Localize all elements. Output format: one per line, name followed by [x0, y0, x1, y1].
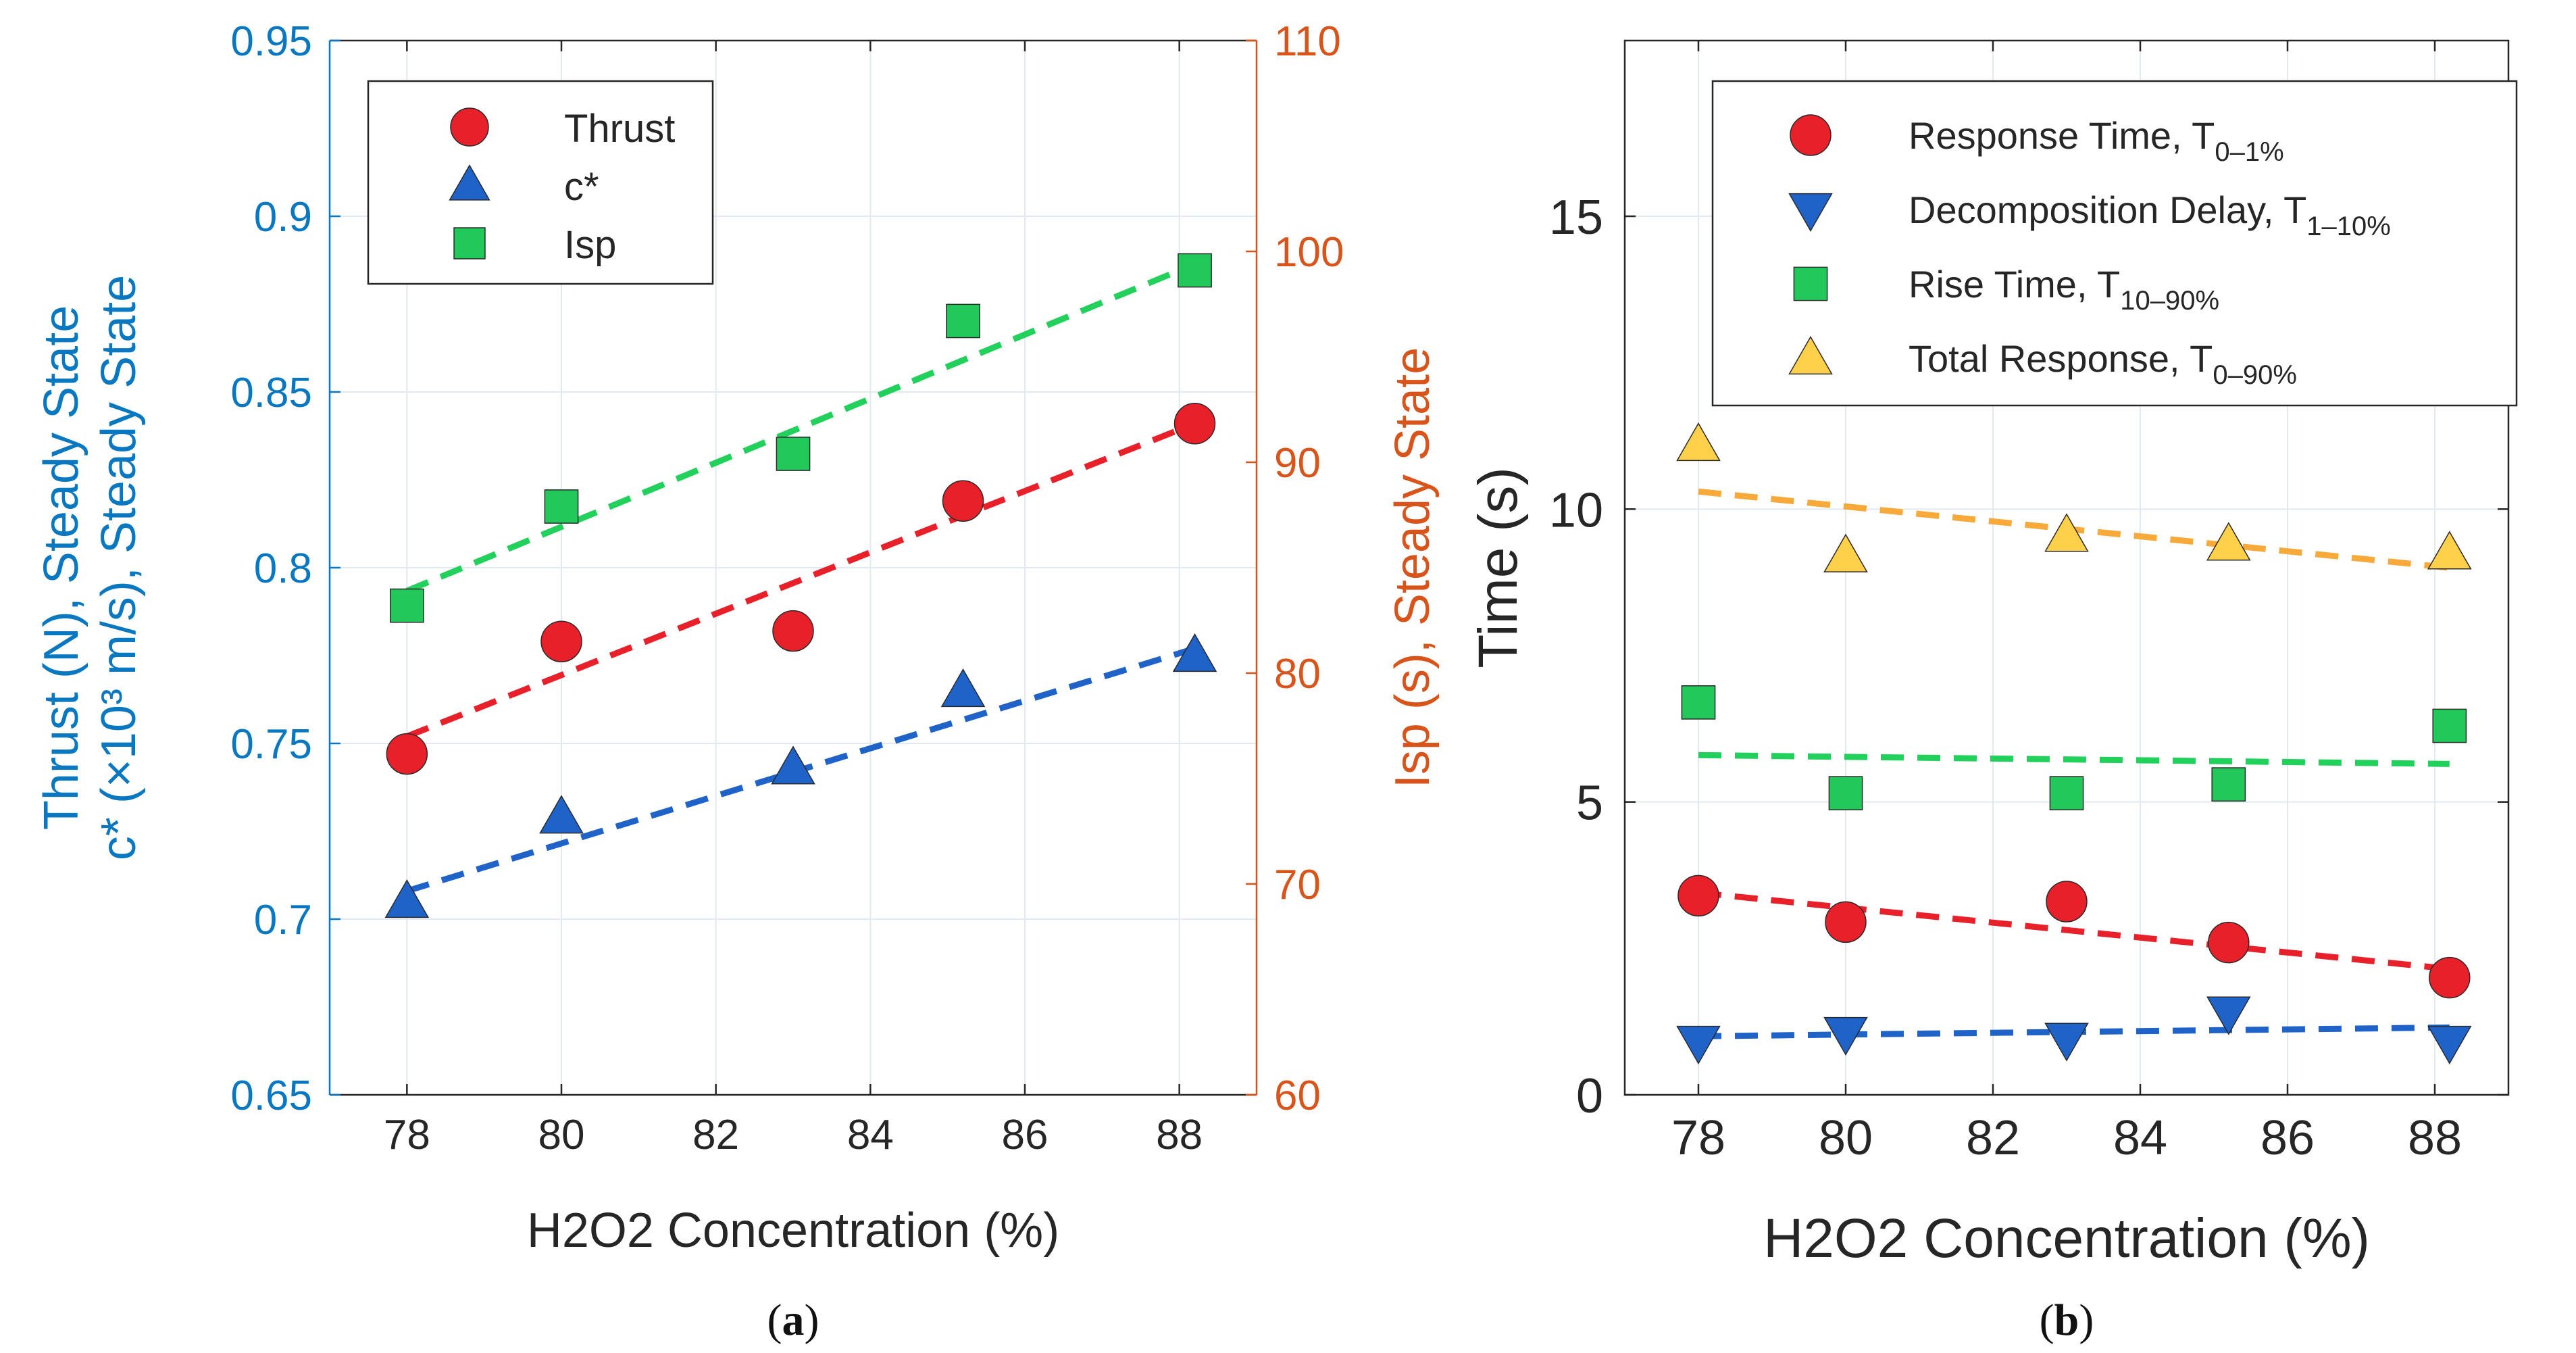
x-tick-label: 86 — [2261, 1111, 2315, 1165]
legend-marker-isp — [453, 227, 486, 260]
point-responsetime — [2429, 956, 2471, 999]
point-c — [539, 795, 584, 834]
legend-marker-c — [449, 164, 490, 201]
y-right-tick-label: 110 — [1274, 18, 1341, 65]
legend-box — [367, 80, 714, 285]
point-thrust — [1173, 403, 1216, 445]
point-isp — [1178, 253, 1212, 288]
x-tick-label: 80 — [1819, 1111, 1873, 1165]
x-tick-label: 82 — [692, 1112, 739, 1158]
point-isp — [776, 437, 811, 471]
y-left-axis-label-line2: c* (×10³ m/s), Steady State — [92, 275, 146, 860]
x-tick-label: 88 — [2408, 1111, 2462, 1165]
panel-a: 78 80 82 84 86 88 0.65 0.7 0.75 0.8 0.85 0.9 0.95 60 7… — [34, 18, 1440, 1345]
legend-a: Thrust c* Isp — [367, 80, 714, 285]
caption-a: (a) — [767, 1296, 819, 1345]
point-responsetime — [2046, 881, 2088, 922]
y-right-tick-label: 80 — [1274, 651, 1321, 697]
point-isp — [544, 489, 579, 524]
y-left-tick-label: 0.8 — [254, 545, 312, 592]
point-thrust — [386, 733, 428, 775]
point-decompositiondelay — [2427, 1025, 2472, 1065]
y-tick-label: 0 — [1576, 1069, 1603, 1123]
legend-label-responsetime: Response Time, T0–1% — [1909, 114, 2284, 167]
y-tick-label: 5 — [1576, 777, 1603, 831]
legend-marker-risetime — [1793, 266, 1828, 301]
x-tick-label: 86 — [1002, 1112, 1049, 1158]
fit-line-1090 — [1698, 752, 2450, 767]
point-totalresponse — [2427, 531, 2472, 570]
y-tick-label: 10 — [1549, 483, 1603, 537]
legend-label-c: c* — [564, 165, 599, 209]
point-c — [771, 745, 815, 785]
y-left-tick-label: 0.9 — [254, 194, 312, 241]
point-totalresponse — [1676, 422, 1721, 462]
point-c — [384, 879, 430, 918]
fit-line-isp — [405, 261, 1196, 594]
point-risetime — [2049, 776, 2084, 811]
x-tick-label: 82 — [1966, 1111, 2020, 1165]
fit-line-thrust — [405, 420, 1196, 739]
point-thrust — [540, 620, 582, 662]
legend-marker-responsetime — [1790, 114, 1832, 156]
point-risetime — [2432, 708, 2467, 743]
point-risetime — [1681, 685, 1716, 720]
x-tick-label: 88 — [1156, 1112, 1203, 1158]
point-decompositiondelay — [2206, 996, 2251, 1035]
point-c — [940, 668, 986, 708]
point-risetime — [1828, 776, 1863, 811]
legend-marker-totalresponse — [1788, 335, 1833, 375]
y-left-tick-label: 0.95 — [230, 18, 312, 65]
y-left-tick-label: 0.85 — [230, 370, 312, 416]
x-axis-label: H2O2 Concentration (%) — [1763, 1208, 2370, 1269]
x-tick-label: 78 — [1671, 1111, 1725, 1165]
x-tick-label: 78 — [384, 1112, 430, 1158]
y-left-tick-label: 0.75 — [230, 721, 312, 768]
y-right-tick-label: 70 — [1274, 862, 1321, 908]
y-right-tick-label: 90 — [1274, 440, 1321, 487]
y-left-tick-label: 0.7 — [254, 897, 312, 943]
fit-line-01 — [1698, 889, 2450, 973]
x-tick-label: 84 — [847, 1112, 894, 1158]
point-totalresponse — [2044, 513, 2089, 552]
y-left-axis-label-line1: Thrust (N), Steady State — [34, 305, 89, 830]
x-tick-label: 84 — [2113, 1111, 2167, 1165]
x-tick-label: 80 — [538, 1112, 585, 1158]
point-responsetime — [1677, 875, 1719, 917]
y-right-tick-label: 60 — [1274, 1073, 1321, 1119]
y-left-tick-label: 0.65 — [230, 1073, 312, 1119]
point-risetime — [2211, 767, 2246, 802]
point-responsetime — [2208, 921, 2250, 964]
legend-b: Response Time, T0–1% Decomposition Delay,… — [1711, 80, 2518, 407]
point-thrust — [942, 480, 984, 522]
legend-label-risetime: Rise Time, T10–90% — [1909, 263, 2219, 316]
legend-label-thrust: Thrust — [564, 107, 675, 151]
y-axis-label: Time (s) — [1467, 467, 1529, 668]
caption-b: (b) — [2040, 1296, 2094, 1345]
y-right-axis-label: Isp (s), Steady State — [1386, 347, 1440, 788]
panel-b: 78 80 82 84 86 88 0 5 10 15 H2O2 Concentration (%)… — [1467, 39, 2518, 1345]
point-isp — [389, 588, 424, 623]
point-decompositiondelay — [1676, 1025, 1721, 1065]
point-thrust — [772, 610, 814, 652]
y-tick-label: 15 — [1549, 191, 1603, 245]
legend-marker-decompositiondelay — [1788, 193, 1833, 232]
legend-box — [1711, 80, 2518, 407]
point-responsetime — [1825, 901, 1867, 943]
x-axis-label: H2O2 Concentration (%) — [527, 1204, 1059, 1258]
point-totalresponse — [1823, 533, 1868, 572]
point-isp — [946, 303, 980, 339]
legend-label-totalresponse: Total Response, T0–90% — [1909, 337, 2297, 390]
legend-marker-thrust — [450, 107, 489, 147]
point-totalresponse — [2206, 522, 2251, 561]
point-decompositiondelay — [1823, 1016, 1868, 1056]
point-decompositiondelay — [2044, 1023, 2089, 1062]
y-right-tick-label: 100 — [1274, 229, 1344, 276]
point-c — [1172, 633, 1217, 672]
legend-label-decompositiondelay: Decomposition Delay, T1–10% — [1909, 189, 2391, 241]
axes-frame — [1623, 39, 2510, 1096]
legend-label-isp: Isp — [564, 223, 616, 267]
